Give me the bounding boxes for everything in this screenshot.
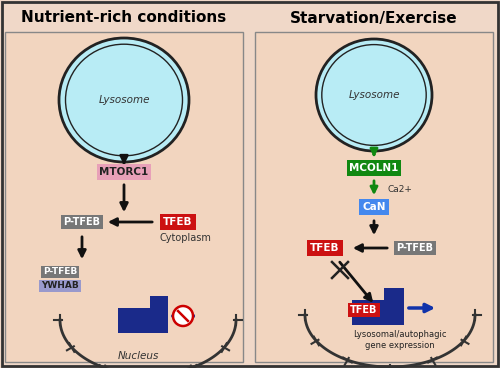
Text: TFEB: TFEB bbox=[350, 305, 378, 315]
FancyBboxPatch shape bbox=[5, 32, 243, 362]
Text: YWHAB: YWHAB bbox=[41, 282, 79, 290]
Text: Lysosome: Lysosome bbox=[348, 90, 400, 100]
Text: Nucleus: Nucleus bbox=[118, 351, 158, 361]
FancyBboxPatch shape bbox=[384, 288, 404, 300]
Ellipse shape bbox=[316, 39, 432, 151]
Text: CaN: CaN bbox=[362, 202, 386, 212]
Text: Nutrient-rich conditions: Nutrient-rich conditions bbox=[22, 11, 227, 25]
FancyBboxPatch shape bbox=[118, 308, 168, 333]
Circle shape bbox=[173, 306, 193, 326]
Text: TFEB: TFEB bbox=[163, 217, 193, 227]
Text: MTORC1: MTORC1 bbox=[100, 167, 148, 177]
Text: Starvation/Exercise: Starvation/Exercise bbox=[290, 11, 458, 25]
Text: TFEB: TFEB bbox=[310, 243, 340, 253]
Text: Ca2+: Ca2+ bbox=[388, 185, 413, 195]
Text: Lysosomal/autophagic
gene expression: Lysosomal/autophagic gene expression bbox=[353, 330, 447, 350]
FancyBboxPatch shape bbox=[255, 32, 493, 362]
Text: P-TFEB: P-TFEB bbox=[43, 268, 77, 276]
Text: MCOLN1: MCOLN1 bbox=[350, 163, 399, 173]
FancyBboxPatch shape bbox=[150, 296, 168, 308]
FancyBboxPatch shape bbox=[352, 300, 404, 325]
Text: Lysosome: Lysosome bbox=[98, 95, 150, 105]
Text: P-TFEB: P-TFEB bbox=[64, 217, 100, 227]
Text: Cytoplasm: Cytoplasm bbox=[159, 233, 211, 243]
Ellipse shape bbox=[59, 38, 189, 162]
Text: P-TFEB: P-TFEB bbox=[396, 243, 434, 253]
